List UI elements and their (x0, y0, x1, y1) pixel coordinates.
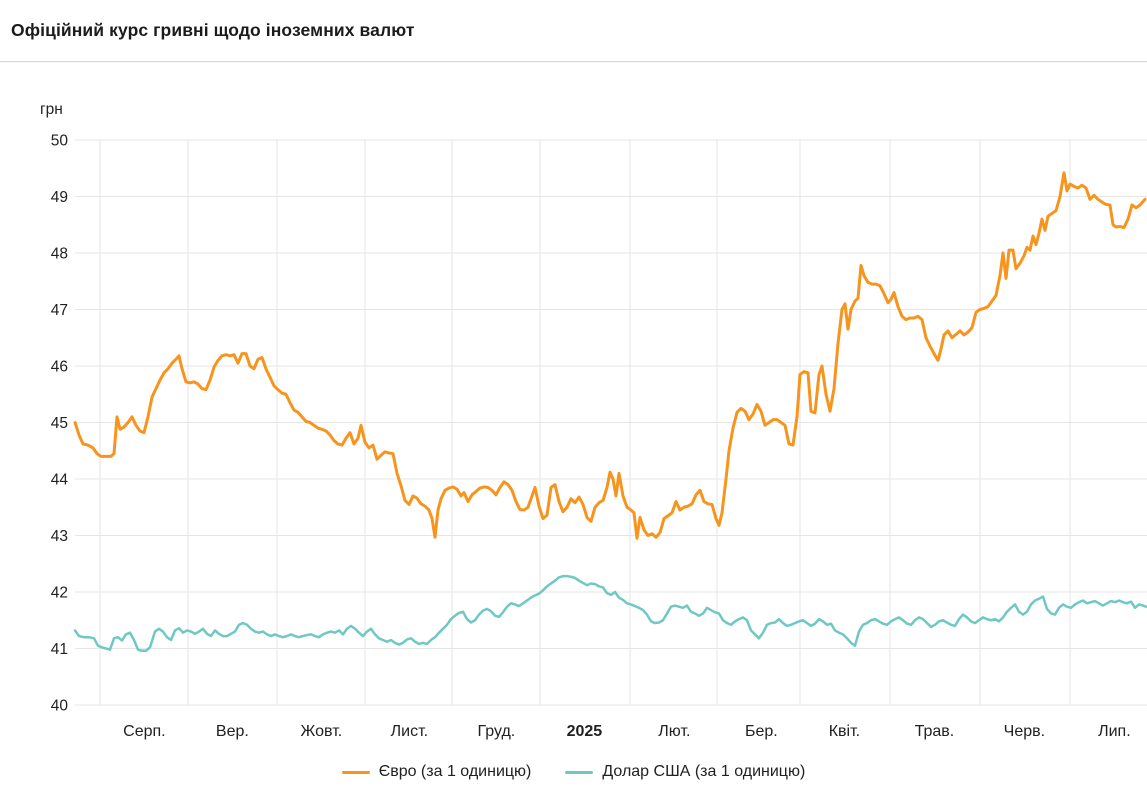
page-title: Офіційний курс гривні щодо іноземних вал… (11, 20, 415, 40)
usd-line-swatch (565, 770, 594, 774)
y-axis-tick-label: 50 (51, 133, 69, 150)
exchange-rate-chart[interactable]: 50 49 48 47 46 45 44 43 42 41 40 грн Серп. Вер. Жовт. Л… (0, 0, 1147, 763)
y-axis-tick-label: 45 (51, 415, 68, 432)
x-axis-tick-label: Груд. (478, 723, 516, 740)
x-axis-tick-label: Лип. (1098, 723, 1131, 740)
x-axis-tick-label: Черв. (1004, 723, 1045, 740)
x-axis-tick-label: Жовт. (301, 723, 343, 740)
eur-line-swatch (341, 770, 370, 774)
x-axis-tick-label: Квіт. (829, 723, 860, 740)
eur-series-line[interactable] (73, 171, 1147, 540)
y-axis-tick-label: 40 (51, 698, 69, 715)
x-axis-tick-label: Трав. (915, 723, 955, 740)
y-axis-unit-label: грн (40, 101, 63, 118)
y-axis-tick-label: 41 (51, 641, 68, 658)
legend-label-eur: Євро (за 1 одиницю) (378, 763, 532, 780)
y-axis-tick-label: 46 (51, 359, 68, 376)
x-axis-tick-label: Лист. (391, 723, 428, 740)
x-axis-tick-label: Бер. (745, 723, 778, 740)
y-axis-tick-label: 47 (51, 302, 68, 319)
usd-series-line[interactable] (73, 574, 1147, 653)
widget-header: Офіційний курс гривні щодо іноземних вал… (0, 0, 1147, 62)
x-axis-tick-label: 2025 (567, 723, 603, 740)
legend-item-eur[interactable]: Євро (за 1 одиницю) (341, 763, 532, 781)
y-axis-tick-label: 49 (51, 189, 68, 206)
chart-legend: Євро (за 1 одиницю) Долар США (за 1 один… (0, 763, 1147, 781)
y-axis-tick-label: 43 (51, 528, 68, 545)
x-axis-tick-label: Лют. (658, 723, 690, 740)
x-axis-tick-label: Серп. (123, 723, 165, 740)
legend-item-usd[interactable]: Долар США (за 1 одиницю) (565, 763, 805, 781)
y-axis-tick-label: 44 (51, 472, 69, 489)
legend-label-usd: Долар США (за 1 одиницю) (602, 763, 806, 780)
y-axis-tick-label: 48 (51, 246, 68, 263)
x-axis-tick-label: Вер. (216, 723, 249, 740)
y-axis-tick-label: 42 (51, 585, 68, 602)
